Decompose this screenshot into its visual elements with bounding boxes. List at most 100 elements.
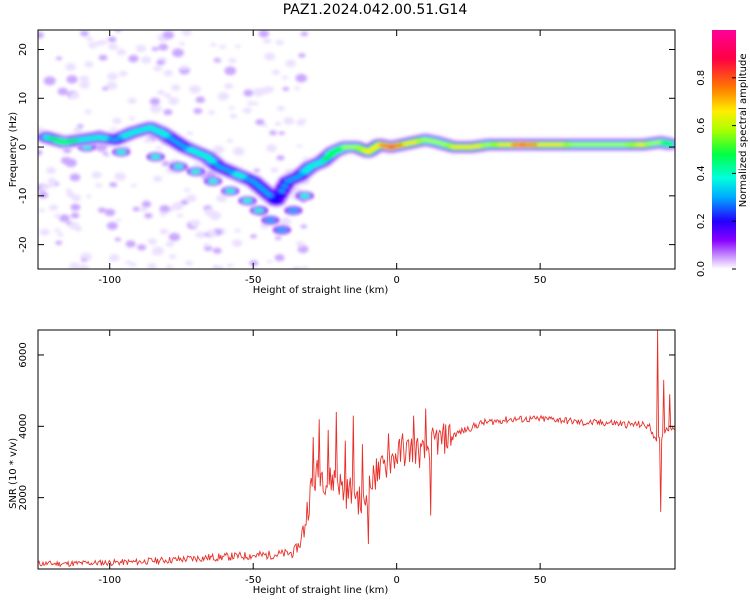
noise-blob [203,233,210,237]
snr-plot [38,330,675,568]
noise-blob [217,92,230,101]
noise-blob [293,86,301,91]
noise-blob [68,221,80,230]
colorbar-tick-label: 0.2 [696,213,707,229]
noise-blob [141,200,152,208]
noise-blob [149,97,161,106]
noise-blob [107,72,118,81]
track-core [253,208,264,213]
noise-blob [161,161,171,167]
noise-blob [159,211,167,217]
noise-blob [53,228,61,233]
noise-blob [150,104,162,114]
noise-blob [78,264,90,269]
noise-blob [183,188,191,192]
noise-blob [190,219,201,227]
noise-blob [274,236,282,240]
noise-blob [249,260,259,267]
noise-blob [226,139,234,143]
noise-blob [139,206,148,212]
noise-blob [295,240,305,247]
noise-blob [170,84,181,91]
noise-blob [39,185,47,190]
noise-blob [180,199,189,205]
noise-blob [300,224,308,229]
noise-blob [38,149,43,156]
noise-blob [253,168,261,173]
y-axis-label: SNR (10 * v/v) [8,438,19,509]
track-core [276,227,287,233]
noise-blob [95,183,103,188]
noise-blob [185,194,197,203]
noise-blob [296,144,303,148]
noise-blob [266,259,273,264]
noise-blob [58,214,70,223]
noise-blob [109,127,117,131]
noise-blob [56,232,64,237]
noise-blob [210,42,217,47]
noise-blob [80,258,88,262]
noise-blob [260,223,269,229]
x-tick-label: -50 [245,575,261,586]
noise-blob [39,228,50,236]
noise-blob [297,245,309,254]
track-core [150,154,161,160]
noise-blob [155,146,163,150]
x-tick-label: 50 [534,575,547,586]
track-core [208,179,219,184]
noise-blob [144,212,153,219]
noise-blob [80,30,89,37]
noise-blob [128,116,136,121]
noise-blob [180,65,189,70]
track-blob [665,142,673,146]
noise-blob [274,254,285,262]
noise-blob [128,54,139,63]
noise-blob [293,266,301,269]
noise-blob [212,247,222,254]
noise-blob [38,191,49,199]
noise-blob [101,86,109,91]
noise-blob [70,203,81,211]
track-core [225,188,236,194]
noise-blob [283,117,295,125]
noise-blob [69,92,80,100]
noise-blob [165,241,175,248]
x-axis-label: Height of straight line (km) [253,285,389,296]
colorbar-label: Normalized spectral amplitude [738,54,749,208]
x-tick-label: 0 [393,275,399,286]
noise-blob [185,260,194,266]
noise-blob [255,119,265,126]
noise-blob [124,260,132,265]
noise-blob [157,89,166,95]
noise-blob [163,69,173,77]
noise-blob [168,254,177,259]
noise-blob [65,188,73,193]
noise-blob [125,240,136,248]
noise-blob [216,194,228,203]
noise-blob [172,48,184,58]
noise-blob [65,63,76,71]
y-tick-label: 4000 [18,414,29,439]
noise-blob [163,109,173,116]
noise-blob [85,36,94,41]
colorbar-tick-label: 0.8 [696,70,707,86]
noise-blob [162,30,175,40]
noise-blob [285,59,296,68]
noise-blob [129,262,137,267]
noise-blob [109,182,118,188]
noise-blob [176,213,184,218]
noise-blob [208,110,216,115]
noise-blob [163,93,172,99]
noise-blob [45,166,57,175]
noise-blob [262,38,272,44]
track-core [173,164,184,169]
y-tick-label: -10 [18,188,29,204]
noise-blob [279,217,292,227]
noise-blob [55,240,63,245]
noise-blob [194,161,201,166]
colorbar-tick-label: 0.0 [696,261,707,277]
noise-blob [69,262,80,269]
noise-blob [156,59,165,66]
track-blob [278,189,286,193]
